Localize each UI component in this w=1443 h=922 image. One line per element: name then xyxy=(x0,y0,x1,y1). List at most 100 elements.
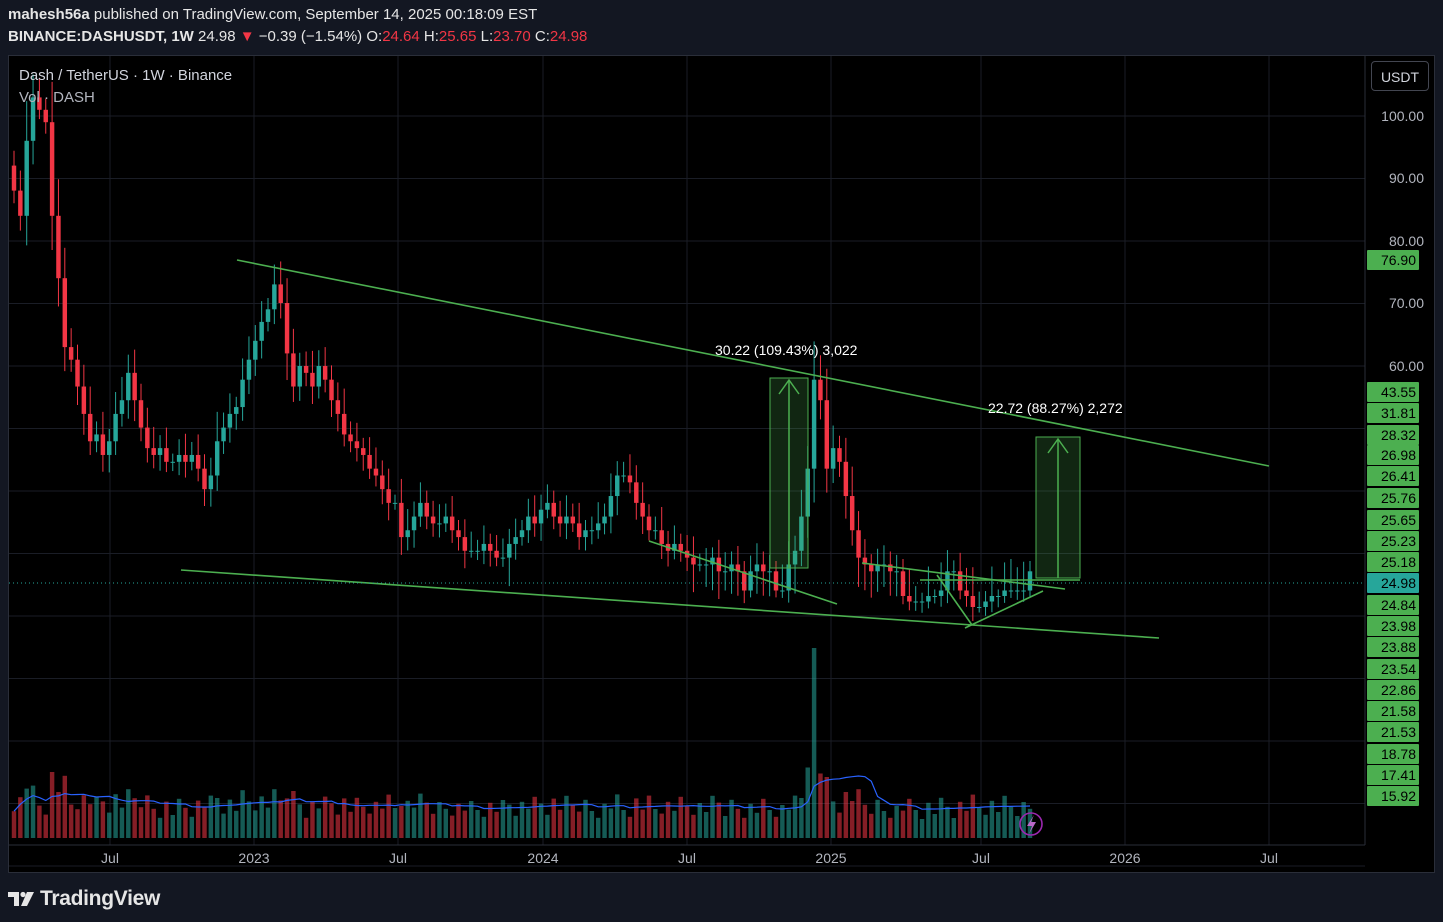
brand-footer: TradingView xyxy=(8,884,160,914)
volume-bar xyxy=(43,814,48,838)
volume-bar xyxy=(900,810,906,838)
volume-bar xyxy=(24,788,29,838)
candle-body xyxy=(43,109,48,123)
volume-bar xyxy=(18,797,23,838)
price-chart[interactable]: 30.22 (109.43%) 3,022 22.72 (88.27%) 2,27… xyxy=(9,56,1434,872)
candle-body xyxy=(551,502,556,517)
volume-bar xyxy=(538,803,544,838)
volume-bar xyxy=(138,807,144,838)
price-label-bg xyxy=(1367,595,1419,615)
candle-body xyxy=(678,543,683,551)
candle-body xyxy=(767,571,772,573)
price-label-bg xyxy=(1367,552,1419,572)
symbol-legend[interactable]: Dash / TetherUS · 1W · Binance xyxy=(19,67,233,84)
volume-bar xyxy=(49,772,55,838)
candle-body xyxy=(913,601,918,603)
volume-bar xyxy=(234,810,239,838)
volume-bar xyxy=(570,804,576,838)
price-change: −0.39 (−1.54%) xyxy=(258,28,363,45)
candle-body xyxy=(538,509,544,524)
volume-bar xyxy=(799,798,804,838)
volume-bar xyxy=(240,790,245,838)
candle-body xyxy=(849,496,855,531)
candle-body xyxy=(1002,590,1007,596)
candle-body xyxy=(303,366,309,373)
volume-bar xyxy=(945,806,950,838)
high-label: H: xyxy=(423,28,439,45)
candle-body xyxy=(811,379,817,469)
volume-bar xyxy=(100,801,106,838)
volume-legend[interactable]: Vol · DASH xyxy=(19,89,95,106)
candle-body xyxy=(462,537,468,551)
volume-bar xyxy=(608,808,614,838)
price-label: 23.98 xyxy=(1381,618,1416,634)
volume-bar xyxy=(653,809,658,838)
volume-bar xyxy=(411,807,417,838)
volume-bar xyxy=(1021,802,1026,838)
candle-body xyxy=(722,571,728,573)
volume-bar xyxy=(989,800,995,838)
candle-body xyxy=(761,564,766,572)
price-label-bg xyxy=(1367,744,1419,764)
volume-bar xyxy=(576,811,582,838)
measure-arrow-1-head xyxy=(778,378,800,395)
candle-body xyxy=(583,530,588,538)
lightning-glyph xyxy=(1027,815,1036,834)
price-label-bg xyxy=(1367,382,1419,402)
volume-bar xyxy=(646,795,652,838)
volume-bar xyxy=(405,800,410,838)
price-label: 18.78 xyxy=(1381,746,1416,762)
price-tick: 100.00 xyxy=(1381,108,1424,124)
volume-bar xyxy=(818,773,823,838)
candle-body xyxy=(957,571,963,591)
candle-body xyxy=(411,516,417,531)
last-price: 24.98 xyxy=(198,28,236,45)
volume-bars xyxy=(11,648,1033,838)
currency-button[interactable]: USDT xyxy=(1371,61,1429,91)
time-scale[interactable]: Jul 2023 Jul 2024 Jul 2025 Jul 2026 Jul xyxy=(9,844,1365,866)
time-tick: Jul xyxy=(1260,850,1278,866)
volume-bar xyxy=(195,800,201,838)
candle-body xyxy=(424,502,429,517)
volume-bar xyxy=(259,796,264,838)
time-tick: 2023 xyxy=(238,850,269,866)
candle-body xyxy=(221,427,226,442)
low-value: 23.70 xyxy=(493,28,531,45)
candle-body xyxy=(30,97,36,141)
lightning-icon xyxy=(1019,812,1043,836)
candle-body xyxy=(468,550,474,552)
volume-bar xyxy=(265,807,271,838)
candle-body xyxy=(1015,590,1020,592)
volume-bar xyxy=(862,804,868,838)
volume-bar xyxy=(996,812,1001,838)
candle-body xyxy=(888,564,893,572)
publish-text: published on TradingView.com, September … xyxy=(89,6,538,23)
volume-bar xyxy=(595,817,601,838)
price-label-bg xyxy=(1367,445,1419,465)
candle-body xyxy=(202,468,207,490)
volume-bar xyxy=(227,799,233,838)
volume-bar xyxy=(329,803,334,838)
triangle-lower-line xyxy=(964,590,1044,629)
volume-bar xyxy=(335,814,341,838)
candle-body xyxy=(894,571,899,573)
candle-body xyxy=(132,372,137,401)
candle-body xyxy=(475,550,480,552)
candle-body xyxy=(145,427,150,449)
price-label-bg xyxy=(1367,510,1419,530)
candle-body xyxy=(907,596,912,602)
volume-bar xyxy=(354,797,360,838)
candle-body xyxy=(754,564,760,572)
price-scale[interactable]: 100.00 90.00 80.00 70.00 60.00 76.90 43.55 31.8… xyxy=(1364,56,1424,845)
volume-bar xyxy=(170,815,175,838)
volume-bar xyxy=(869,813,874,838)
candle-body xyxy=(996,596,1001,597)
volume-bar xyxy=(722,816,728,838)
candle-body xyxy=(11,165,17,191)
candle-body xyxy=(627,475,633,483)
volume-bar xyxy=(494,811,499,838)
candle-body xyxy=(691,557,696,565)
candle-body xyxy=(18,190,23,216)
candle-body xyxy=(284,303,290,354)
candle-body xyxy=(68,347,74,360)
